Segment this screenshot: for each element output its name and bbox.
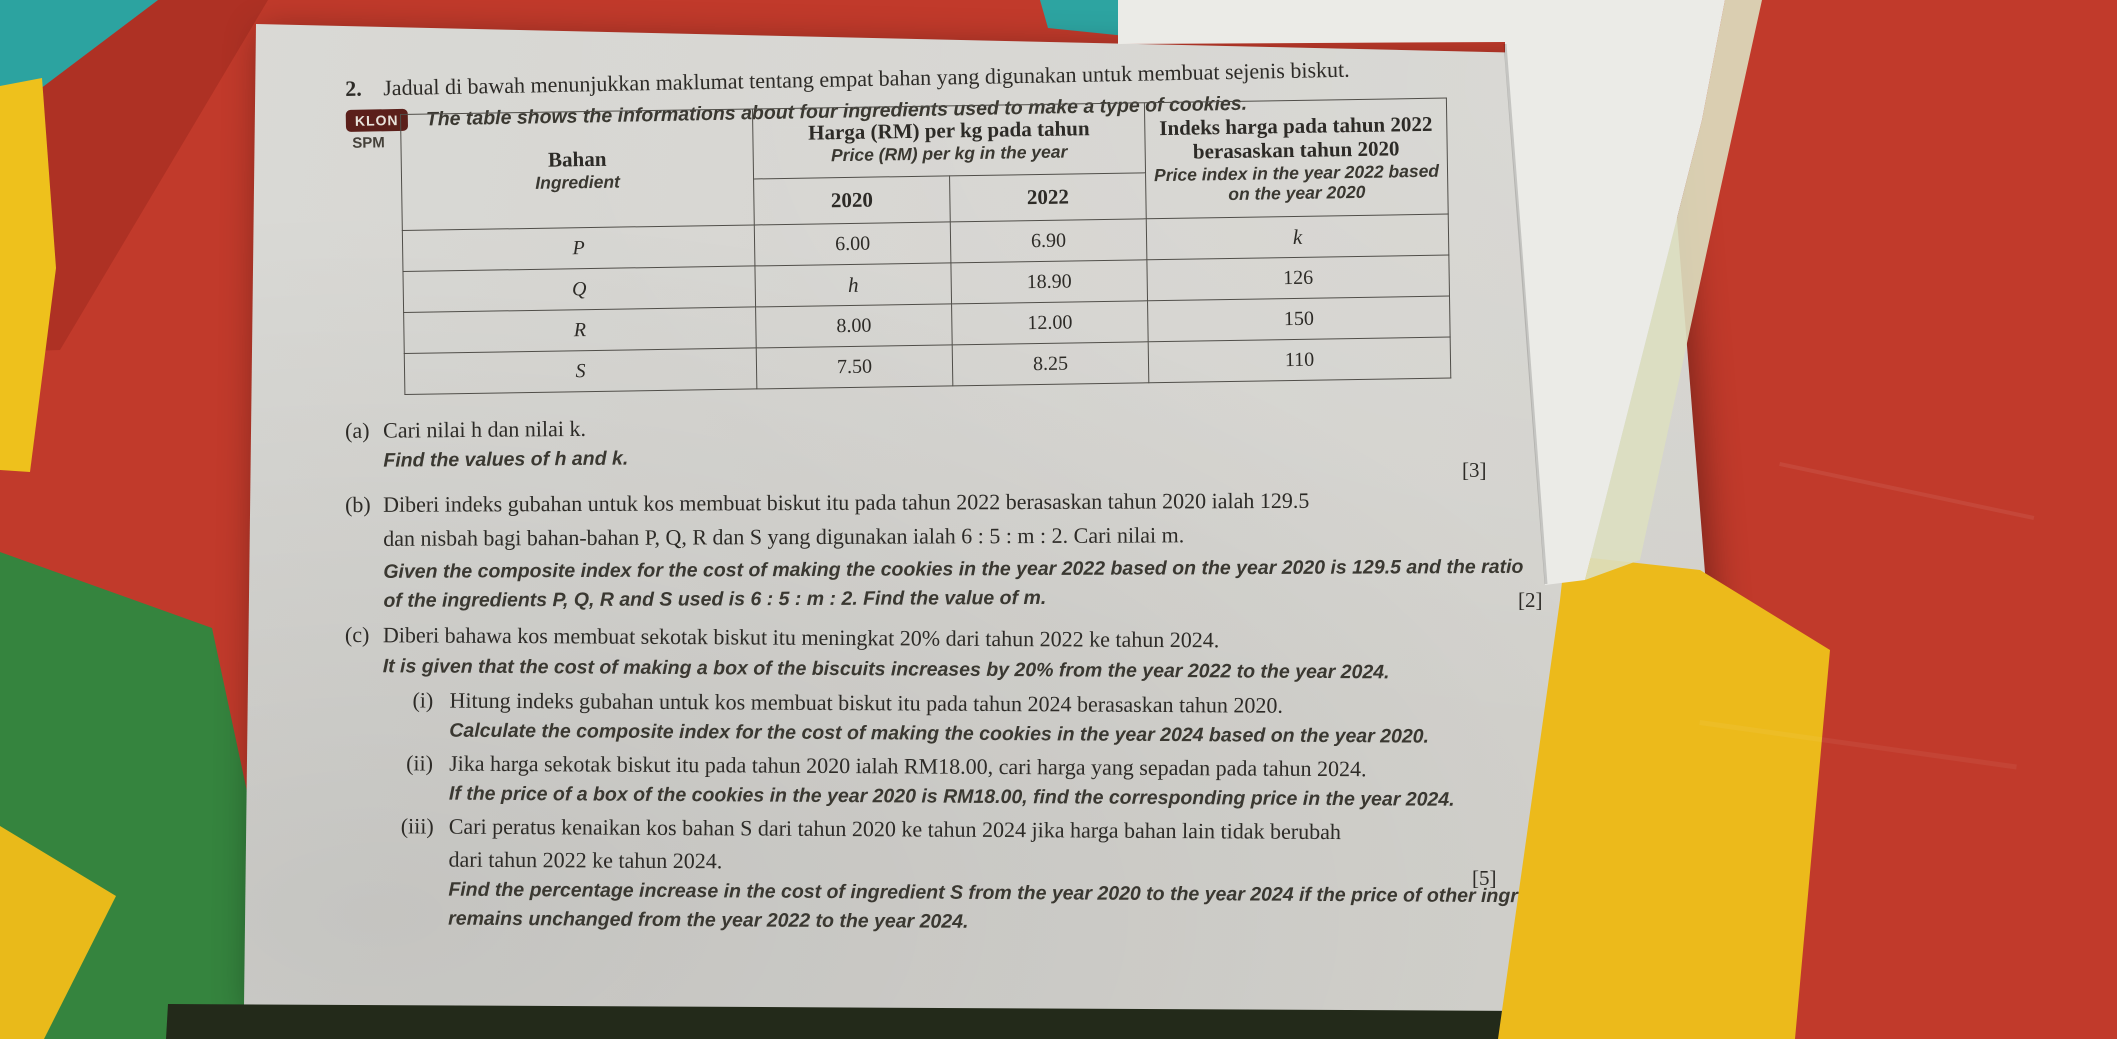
- cell-index: 110: [1148, 337, 1451, 383]
- header-price-index-english: Price index in the year 2022 based on th…: [1153, 160, 1440, 204]
- part-c-i-english: Calculate the composite index for the co…: [449, 719, 1430, 748]
- cell-ingredient: Q: [402, 265, 756, 313]
- part-c-ii-malay: Jika harga sekotak biskut itu pada tahun…: [449, 750, 1367, 782]
- header-ingredient-english: Ingredient: [535, 171, 621, 193]
- part-b-label: (b): [345, 491, 371, 517]
- part-b: (b) Diberi indeks gubahan untuk kos memb…: [345, 487, 1524, 613]
- part-a-marks: [3]: [1462, 458, 1487, 482]
- part-a-english: Find the values of h and k.: [383, 447, 629, 472]
- part-a-label: (a): [345, 417, 370, 443]
- header-year-2020: 2020: [753, 175, 951, 225]
- cell-index: 126: [1146, 255, 1450, 301]
- cell-ingredient: R: [403, 306, 757, 354]
- part-c-iii-malay-line2: dari tahun 2022 ke tahun 2024.: [448, 846, 723, 874]
- part-c-ii-english: If the price of a box of the cookies in …: [448, 782, 1455, 811]
- part-c-marks: [5]: [1472, 866, 1497, 890]
- background-dark-red-wedge: [0, 0, 268, 352]
- cell-ingredient: S: [404, 347, 757, 395]
- part-c-iii-english-line1: Find the percentage increase in the cost…: [448, 878, 1587, 908]
- cell-price-2020: 7.50: [756, 344, 953, 389]
- part-b-english-line1: Given the composite index for the cost o…: [383, 555, 1524, 583]
- part-a: (a) Cari nilai h dan nilai k. Find the v…: [345, 416, 628, 473]
- part-c-i-malay: Hitung indeks gubahan untuk kos membuat …: [449, 687, 1284, 718]
- header-price-index-malay: Indeks harga pada tahun 2022 berasaskan …: [1159, 112, 1433, 164]
- cell-price-2022: 8.25: [952, 341, 1149, 386]
- cell-price-2022: 12.00: [951, 300, 1149, 345]
- cell-price-2020: 6.00: [754, 221, 951, 266]
- part-a-malay: Cari nilai h dan nilai k.: [382, 415, 587, 443]
- header-year-2022: 2022: [949, 172, 1147, 222]
- yellow-wedge-bottom-left: [0, 826, 116, 1039]
- header-ingredient: Bahan Ingredient: [400, 108, 755, 231]
- teal-shape-top-right: [1040, 0, 1138, 36]
- cell-ingredient: P: [402, 224, 755, 272]
- part-c-i-label: (i): [412, 687, 434, 713]
- part-c: (c) Diberi bahawa kos membuat sekotak bi…: [343, 622, 1588, 938]
- part-c-label: (c): [344, 622, 370, 648]
- cell-price-2022: 6.90: [950, 218, 1147, 263]
- part-c-english: It is given that the cost of making a bo…: [382, 655, 1390, 684]
- part-b-malay-line2: dan nisbah bagi bahan-bahan P, Q, R dan …: [383, 522, 1185, 551]
- header-price-index: Indeks harga pada tahun 2022 berasaskan …: [1144, 98, 1449, 219]
- ingredients-table: Bahan Ingredient Harga (RM) per kg pada …: [400, 98, 1451, 395]
- cell-price-2020: h: [754, 262, 952, 307]
- cell-price-2020: 8.00: [755, 303, 953, 348]
- ingredients-table-block: Bahan Ingredient Harga (RM) per kg pada …: [400, 98, 1451, 395]
- klon-badge: KLON: [345, 108, 408, 132]
- part-c-malay: Diberi bahawa kos membuat sekotak biskut…: [382, 622, 1220, 653]
- part-c-iii-english-line2: remains unchanged from the year 2022 to …: [448, 907, 969, 933]
- part-b-english-line2: of the ingredients P, Q, R and S used is…: [383, 586, 1047, 612]
- question-number: 2.: [345, 75, 362, 101]
- cell-index: k: [1146, 214, 1449, 260]
- part-c-iii-malay-line1: Cari peratus kenaikan kos bahan S dari t…: [448, 813, 1341, 845]
- part-b-marks: [2]: [1518, 588, 1543, 612]
- part-c-iii-label: (iii): [400, 813, 434, 839]
- cell-index: 150: [1147, 296, 1451, 342]
- header-price: Harga (RM) per kg pada tahun Price (RM) …: [752, 102, 1146, 179]
- part-b-malay-line1: Diberi indeks gubahan untuk kos membuat …: [382, 487, 1310, 517]
- cell-price-2022: 18.90: [950, 259, 1148, 304]
- part-c-ii-label: (ii): [406, 750, 434, 776]
- yellow-strip-left: [0, 78, 56, 472]
